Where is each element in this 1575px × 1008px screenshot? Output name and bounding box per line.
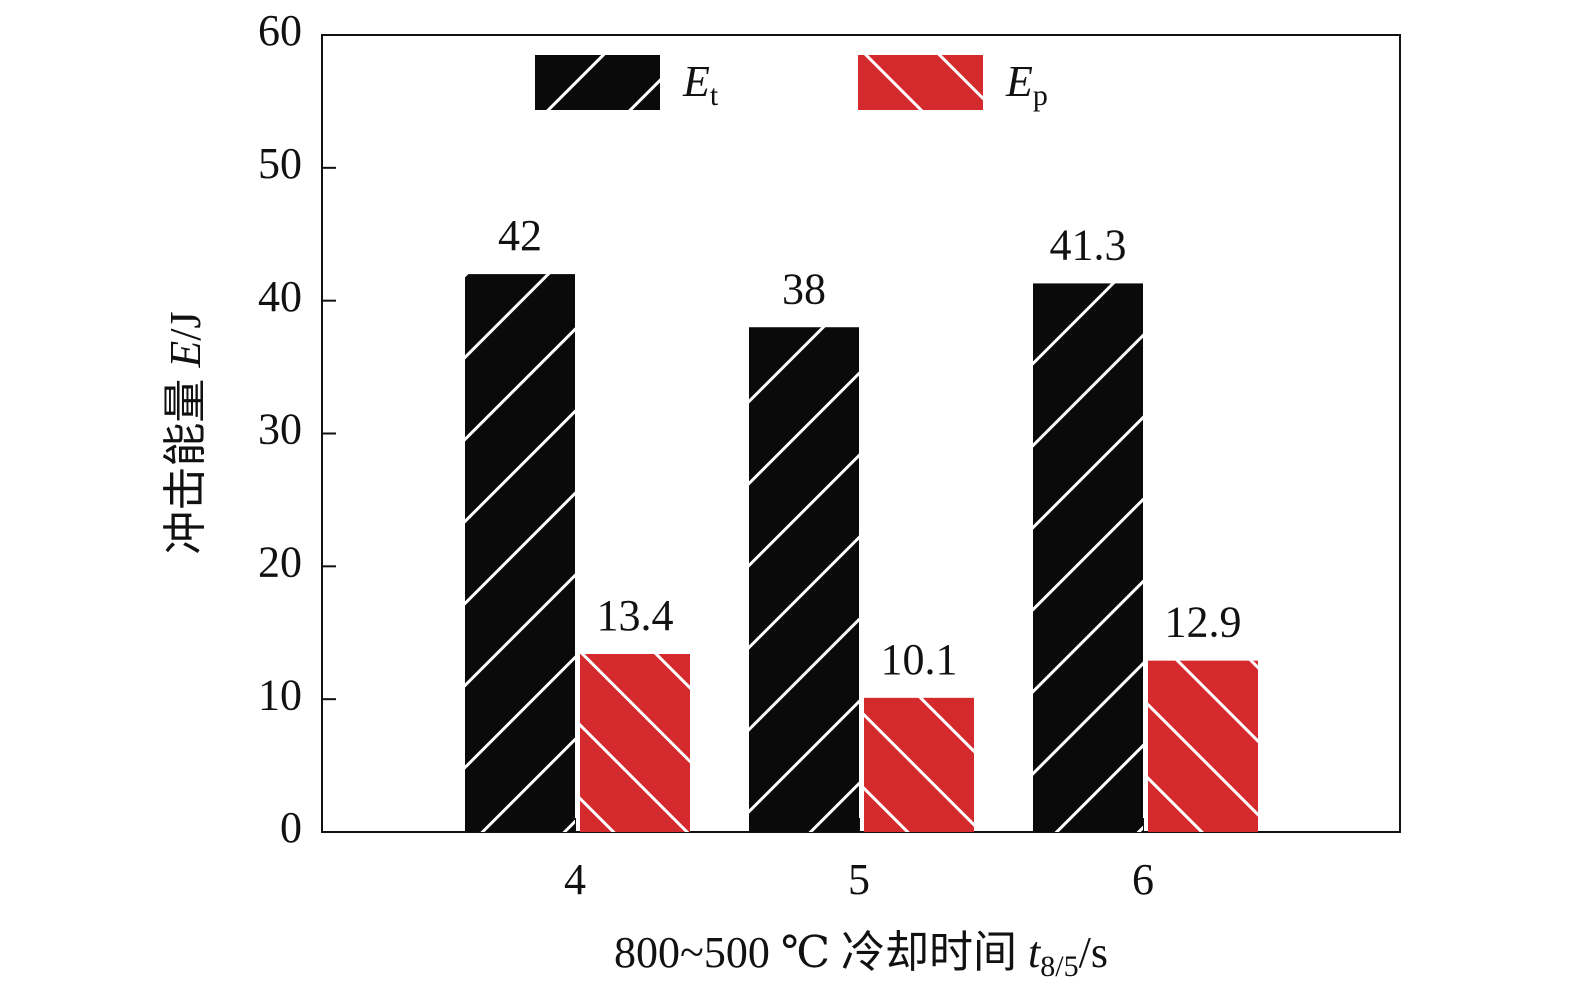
y-tick-label: 60 <box>258 6 302 55</box>
legend-swatch <box>858 55 983 110</box>
legend-label: Ep <box>1005 57 1048 112</box>
value-label: 41.3 <box>1050 220 1127 269</box>
y-axis-label: 冲击能量 E/J <box>161 311 210 554</box>
bar <box>749 327 859 832</box>
x-tick-label: 5 <box>848 855 870 904</box>
legend-label: Et <box>682 57 719 112</box>
y-tick-label: 10 <box>258 670 302 719</box>
bar <box>864 697 974 832</box>
bar <box>580 654 690 832</box>
legend-swatch <box>535 55 660 110</box>
y-tick-label: 30 <box>258 405 302 454</box>
x-axis-label: 800~500 ℃ 冷却时间 t8/5/s <box>614 928 1108 983</box>
value-label: 12.9 <box>1165 598 1242 647</box>
y-tick-label: 50 <box>258 139 302 188</box>
y-tick-label: 0 <box>280 803 302 852</box>
value-label: 38 <box>782 264 826 313</box>
y-tick-label: 40 <box>258 272 302 321</box>
bar <box>465 274 575 833</box>
bar <box>1148 660 1258 832</box>
value-label: 42 <box>498 211 542 260</box>
x-tick-label: 4 <box>564 855 586 904</box>
value-label: 10.1 <box>881 635 958 684</box>
x-tick-label: 6 <box>1132 855 1154 904</box>
value-label: 13.4 <box>597 591 674 640</box>
y-tick-label: 20 <box>258 537 302 586</box>
bar <box>1033 283 1143 833</box>
